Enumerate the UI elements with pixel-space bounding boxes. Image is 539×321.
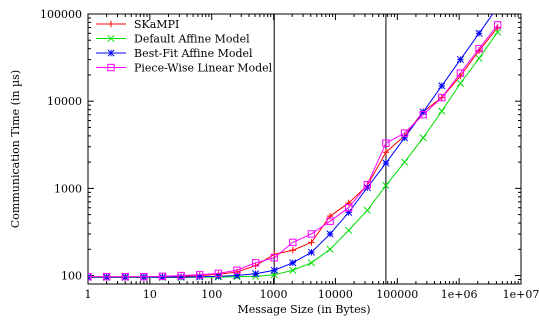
- legend-entry: Default Affine Model: [96, 33, 250, 46]
- x-marker: [307, 259, 316, 267]
- square-marker: [107, 63, 115, 72]
- square-marker: [251, 259, 260, 267]
- x-tick-label: 10: [143, 288, 157, 301]
- asterisk-marker: [326, 230, 334, 238]
- asterisk-marker: [177, 273, 185, 281]
- x-tick-label: 1: [85, 288, 92, 301]
- x-marker: [494, 28, 502, 36]
- x-marker: [438, 107, 446, 115]
- asterisk-marker: [252, 270, 260, 278]
- square-marker: [289, 238, 297, 247]
- series-line: [88, 24, 499, 278]
- plus-marker: [345, 199, 352, 207]
- axis-ticks: 1 10 100 1000 10000 100000 1e+06 1e+07 100 1000 10…: [40, 8, 539, 301]
- square-marker: [158, 272, 167, 281]
- x-marker: [475, 54, 483, 62]
- x-marker: [456, 79, 464, 87]
- square-marker: [233, 266, 241, 274]
- asterisk-marker: [475, 29, 483, 37]
- asterisk-marker: [289, 259, 297, 267]
- y-tick-label: 10000: [47, 95, 82, 108]
- asterisk-marker: [345, 208, 353, 216]
- square-marker: [214, 269, 223, 278]
- square-marker: [400, 129, 409, 137]
- legend-entry: SKaMPI: [96, 18, 179, 31]
- square-marker: [344, 204, 353, 212]
- square-marker: [177, 271, 185, 280]
- series-piece-wise-linear-model: [88, 21, 502, 281]
- plot-area: 1 10 100 1000 10000 100000 1e+06 1e+07 100 1000 10…: [40, 4, 539, 301]
- plus-marker: [289, 247, 297, 254]
- x-marker: [326, 245, 334, 253]
- legend-label: Default Affine Model: [134, 33, 250, 46]
- x-marker: [289, 266, 297, 274]
- square-marker: [307, 230, 316, 238]
- x-marker: [419, 134, 427, 142]
- legend-label: Best-Fit Affine Model: [134, 47, 253, 60]
- asterisk-marker: [456, 56, 464, 64]
- square-marker: [270, 254, 278, 262]
- square-marker: [196, 271, 204, 279]
- square-marker: [493, 21, 502, 29]
- square-marker: [382, 139, 390, 147]
- asterisk-marker: [419, 108, 427, 116]
- y-axis-title: Communication Time (in µs): [9, 70, 22, 228]
- asterisk-marker: [158, 273, 167, 281]
- legend-label: Piece-Wise Linear Model: [134, 62, 273, 75]
- asterisk-marker: [438, 82, 446, 90]
- asterisk-marker: [233, 271, 241, 280]
- square-marker: [88, 273, 92, 281]
- square-marker: [438, 93, 446, 102]
- asterisk-marker: [307, 248, 316, 256]
- x-tick-label: 100000: [376, 288, 418, 301]
- asterisk-marker: [196, 273, 204, 281]
- asterisk-marker: [494, 4, 500, 10]
- legend-entry: Piece-Wise Linear Model: [96, 62, 273, 75]
- square-marker: [456, 69, 465, 77]
- asterisk-marker: [270, 266, 278, 274]
- asterisk-marker: [382, 159, 390, 167]
- plus-marker: [107, 20, 115, 28]
- series-layer: [88, 4, 502, 282]
- square-marker: [419, 110, 427, 119]
- legend-entry: Best-Fit Affine Model: [96, 47, 253, 60]
- plus-marker: [308, 239, 315, 246]
- square-marker: [140, 273, 148, 281]
- square-marker: [363, 181, 372, 189]
- y-tick-label: 1000: [54, 182, 82, 195]
- series-best-fit-affine-model: [88, 4, 500, 281]
- legend-label: SKaMPI: [134, 18, 179, 31]
- square-marker: [475, 44, 483, 53]
- x-tick-label: 1000: [260, 288, 288, 301]
- asterisk-marker: [401, 134, 409, 142]
- plus-marker: [382, 148, 390, 156]
- x-tick-label: 1e+06: [441, 288, 478, 301]
- asterisk-marker: [107, 49, 115, 57]
- x-tick-label: 1e+07: [503, 288, 539, 301]
- y-tick-label: 100: [61, 270, 82, 283]
- y-tick-label: 100000: [40, 8, 82, 21]
- x-marker: [345, 226, 353, 234]
- x-axis-title: Message Size (in Bytes): [237, 303, 370, 316]
- square-marker: [102, 273, 111, 281]
- x-tick-label: 10000: [318, 288, 353, 301]
- square-marker: [326, 217, 334, 225]
- x-marker: [107, 34, 115, 43]
- x-tick-label: 100: [201, 288, 222, 301]
- x-marker: [382, 181, 390, 190]
- square-marker: [121, 273, 129, 281]
- x-marker: [363, 206, 371, 214]
- x-marker: [401, 158, 409, 166]
- plot-frame: [87, 13, 522, 285]
